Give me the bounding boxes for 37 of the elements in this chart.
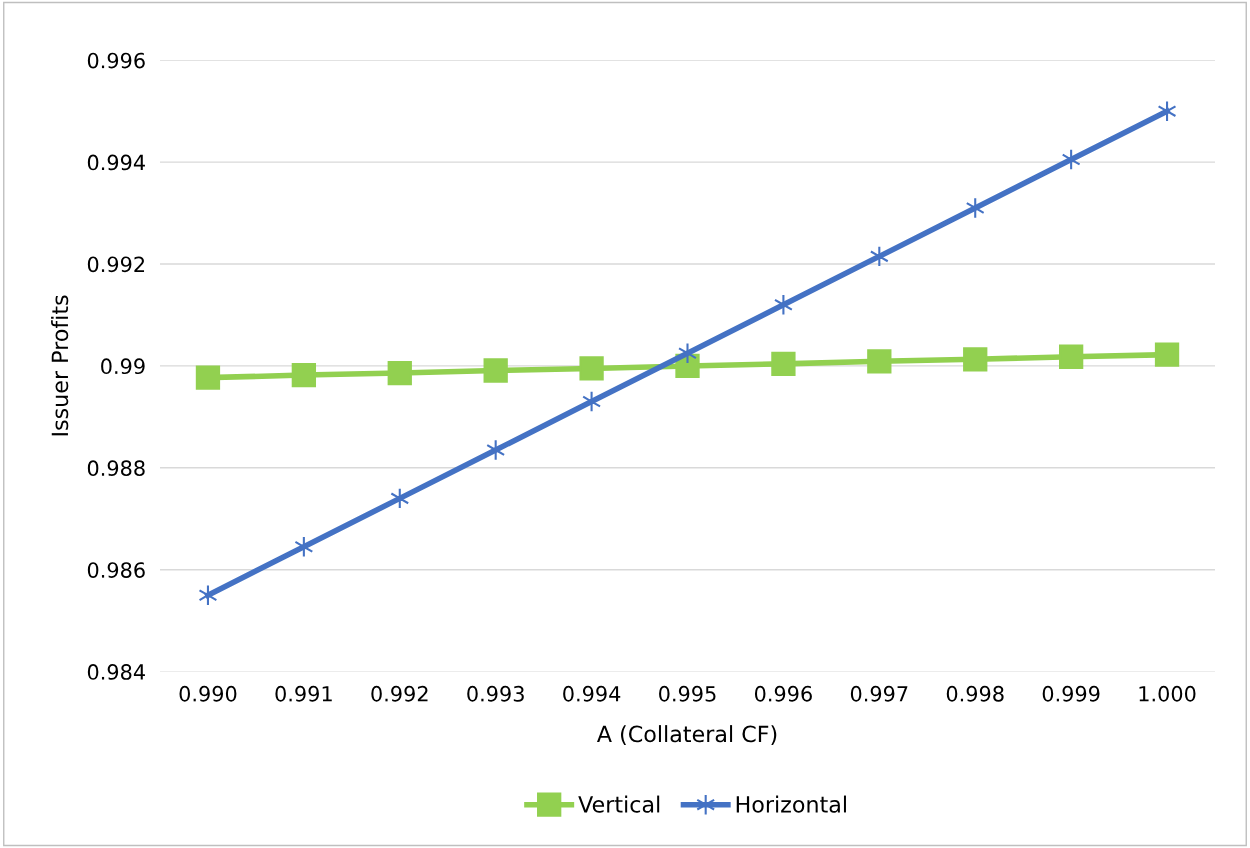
point (483, 358, 508, 383)
point (963, 347, 988, 372)
point (294, 536, 314, 558)
point (1154, 342, 1180, 367)
x-tick-label: 0.998 (946, 685, 1004, 702)
point (198, 584, 218, 606)
point (195, 365, 221, 390)
y-axis-title: Issuer Profits (51, 295, 69, 436)
point (291, 362, 317, 388)
x-tick-label: 0.999 (1042, 685, 1100, 702)
point (390, 487, 410, 510)
x-tick-label: 0.995 (659, 685, 716, 702)
x-tick-label: 0.992 (371, 685, 428, 702)
y-tick-label: 0.99 (101, 358, 145, 375)
y-tick-label: 0.984 (87, 664, 145, 680)
x-tick-label: 0.997 (850, 685, 908, 702)
x-tick-label: 0.994 (563, 685, 621, 702)
legend-label: Vertical (578, 795, 660, 813)
x-tick-label: 0.991 (275, 685, 332, 702)
y-tick-label: 0.988 (87, 460, 145, 477)
y-tick-label: 0.992 (87, 256, 145, 273)
point (771, 351, 796, 377)
x-axis-title: A (Collateral CF) (596, 725, 777, 745)
y-tick-label: 0.996 (87, 52, 145, 69)
x-tick-label: 0.990 (179, 685, 237, 702)
point (579, 356, 604, 381)
x-tick-label: 1.000 (1139, 685, 1196, 702)
point (678, 342, 697, 364)
point (1157, 100, 1177, 122)
y-tick-label: 0.986 (87, 562, 145, 578)
x-tick-label: 0.996 (754, 685, 812, 702)
legend-label: Horizontal (736, 795, 846, 813)
point (867, 349, 892, 374)
y-tick-label: 0.994 (87, 154, 145, 171)
point (387, 360, 412, 386)
x-tick-label: 0.993 (467, 685, 524, 702)
point (1058, 344, 1084, 369)
